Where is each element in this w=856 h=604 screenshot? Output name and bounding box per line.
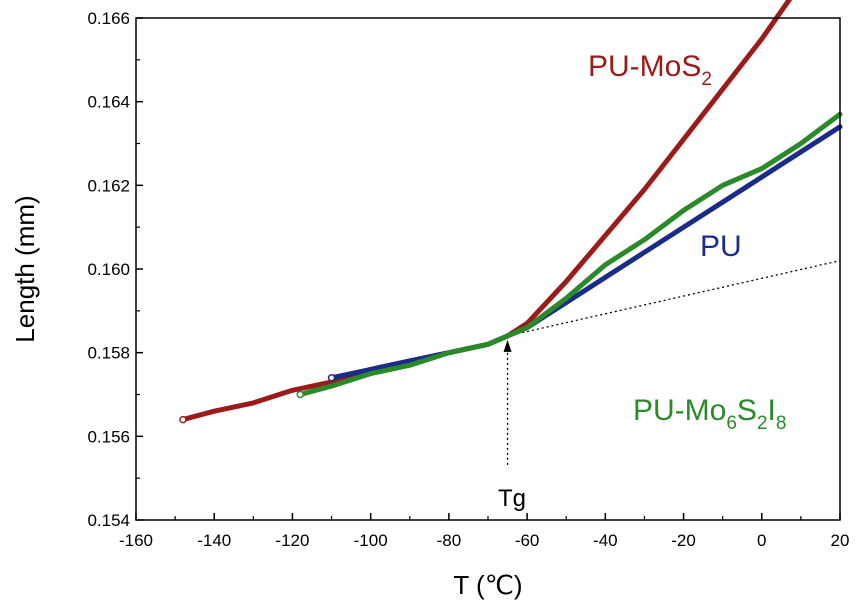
- series-line-2: [297, 111, 843, 397]
- y-tick-label: 0.164: [87, 93, 130, 112]
- mo6-p2: S: [737, 394, 757, 427]
- y-tick-label: 0.166: [87, 9, 130, 28]
- series-label-pu: PU: [700, 230, 742, 263]
- x-tick-label: 20: [831, 531, 850, 550]
- x-tick-label: -80: [437, 531, 462, 550]
- series-label-pu-mo6s2i8: PU-Mo6S2I8: [633, 394, 786, 434]
- y-tick-label: 0.156: [87, 427, 130, 446]
- x-tick-label: -20: [671, 531, 696, 550]
- pu-mos2-main: PU-MoS: [588, 50, 701, 83]
- x-tick-label: 0: [757, 531, 766, 550]
- mo6-p3: I: [768, 394, 776, 427]
- ticks-layer: -160 -140 -120 -100 -80 -60 -40 -20 0 20 0.154 0.15…: [87, 9, 849, 550]
- mo6-s2: 2: [757, 413, 768, 434]
- series-label-pu-mos2: PU-MoS2: [588, 50, 712, 90]
- x-tick-label: -160: [119, 531, 153, 550]
- plot-background: [136, 18, 840, 520]
- tg-label: Tg: [498, 485, 526, 512]
- y-tick-label: 0.160: [87, 260, 130, 279]
- series-start-marker-0: [179, 415, 187, 424]
- mo6-s1: 6: [726, 413, 737, 434]
- y-tick-label: 0.158: [87, 344, 130, 363]
- y-tick-label: 0.154: [87, 511, 130, 530]
- series-start-marker-1: [327, 374, 336, 382]
- series-layer: [179, 0, 843, 424]
- extrapolation-line: [507, 259, 841, 337]
- tg-arrow-head: [503, 339, 512, 352]
- y-tick-label: 0.162: [87, 176, 130, 195]
- x-tick-label: -40: [593, 531, 618, 550]
- y-axis-title: Length (mm): [10, 195, 40, 342]
- mo6-p1: PU-Mo: [633, 394, 726, 427]
- series-line-1: [329, 124, 843, 381]
- pu-mos2-sub: 2: [701, 69, 712, 90]
- x-tick-label: -140: [197, 531, 231, 550]
- x-axis-title: T (℃): [453, 570, 522, 600]
- x-tick-label: -100: [354, 531, 388, 550]
- mo6-s3: 8: [776, 413, 787, 434]
- x-tick-label: -60: [515, 531, 540, 550]
- x-tick-label: -120: [275, 531, 309, 550]
- series-start-marker-2: [296, 390, 305, 399]
- tg-annotation: Tg: [498, 339, 526, 512]
